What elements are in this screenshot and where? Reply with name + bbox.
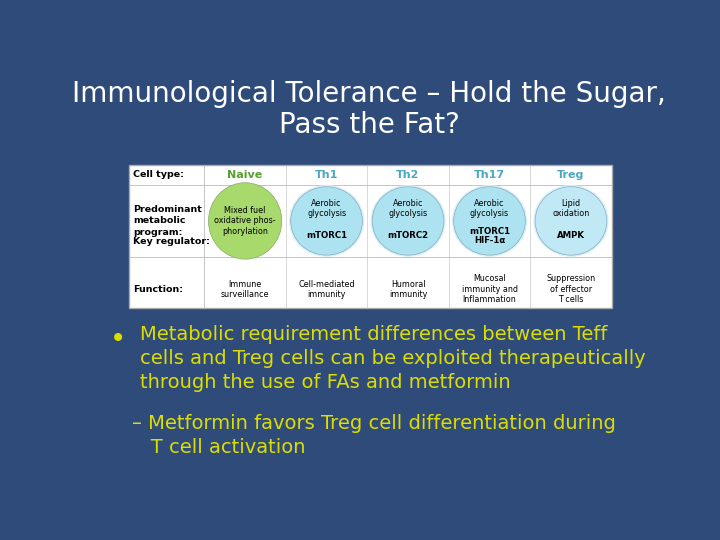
Text: Aerobic
glycolysis: Aerobic glycolysis xyxy=(470,199,509,218)
Text: mTORC1: mTORC1 xyxy=(306,232,347,240)
Text: Th1: Th1 xyxy=(315,170,338,180)
Text: Cell type:: Cell type: xyxy=(133,170,184,179)
Text: Suppression
of effector
T cells: Suppression of effector T cells xyxy=(546,274,595,304)
Text: Function:: Function: xyxy=(133,285,183,294)
Text: Th2: Th2 xyxy=(397,170,420,180)
FancyBboxPatch shape xyxy=(129,165,612,308)
Ellipse shape xyxy=(535,187,607,255)
Text: Immune
surveillance: Immune surveillance xyxy=(221,280,269,299)
Text: Humoral
immunity: Humoral immunity xyxy=(389,280,427,299)
Text: Mixed fuel
oxidative phos-
phorylation: Mixed fuel oxidative phos- phorylation xyxy=(215,206,276,236)
Text: mTORC2: mTORC2 xyxy=(387,232,428,240)
Ellipse shape xyxy=(209,183,282,259)
Ellipse shape xyxy=(534,185,608,257)
Text: Lipid
oxidation: Lipid oxidation xyxy=(552,199,590,218)
Ellipse shape xyxy=(454,187,526,255)
Text: Th17: Th17 xyxy=(474,170,505,180)
Text: Key regulator:: Key regulator: xyxy=(133,237,210,246)
Text: AMPK: AMPK xyxy=(557,232,585,240)
Ellipse shape xyxy=(452,185,527,257)
Text: •: • xyxy=(109,325,126,353)
Text: Immunological Tolerance – Hold the Sugar,: Immunological Tolerance – Hold the Sugar… xyxy=(72,80,666,108)
Text: Naive: Naive xyxy=(228,170,263,180)
Text: Metabolic requirement differences between Teff
cells and Treg cells can be explo: Metabolic requirement differences betwee… xyxy=(140,325,646,392)
Text: Aerobic
glycolysis: Aerobic glycolysis xyxy=(389,199,428,218)
Ellipse shape xyxy=(291,187,362,255)
Text: Predominant
metabolic
program:: Predominant metabolic program: xyxy=(133,205,202,237)
Text: Aerobic
glycolysis: Aerobic glycolysis xyxy=(307,199,346,218)
Ellipse shape xyxy=(372,187,444,255)
Ellipse shape xyxy=(289,185,364,257)
Ellipse shape xyxy=(370,185,446,257)
Text: Cell-mediated
immunity: Cell-mediated immunity xyxy=(298,280,355,299)
Text: Pass the Fat?: Pass the Fat? xyxy=(279,111,459,139)
Text: mTORC1
HIF-1α: mTORC1 HIF-1α xyxy=(469,227,510,245)
Text: – Metformin favors Treg cell differentiation during
   T cell activation: – Metformin favors Treg cell differentia… xyxy=(132,414,616,457)
Text: Treg: Treg xyxy=(557,170,585,180)
Text: Mucosal
immunity and
Inflammation: Mucosal immunity and Inflammation xyxy=(462,274,518,304)
